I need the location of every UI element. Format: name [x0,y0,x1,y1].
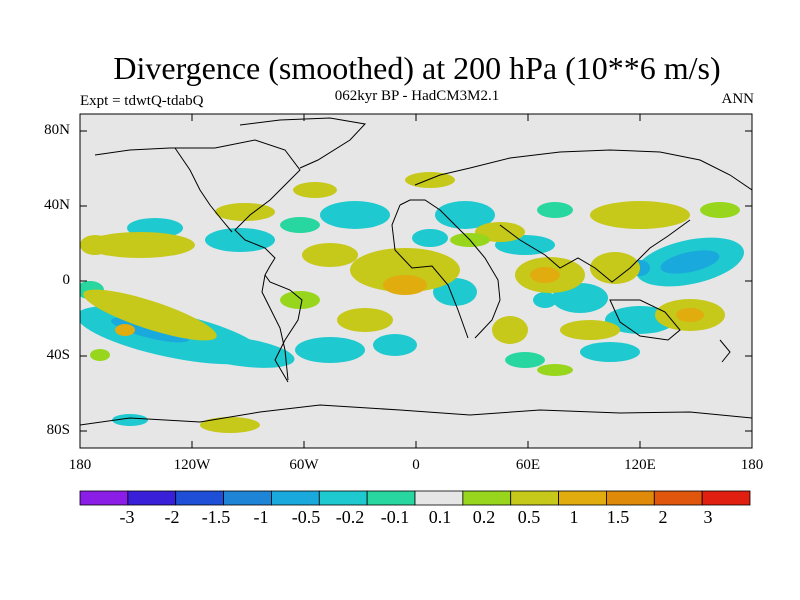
colorbar-box [223,490,272,506]
lon-label-180w: 180 [68,457,92,473]
lon-label-60w: 60W [289,457,319,473]
colorbar-label: -1 [253,507,269,527]
colorbar-box [653,490,703,506]
colorbar-label: -0.1 [380,507,410,527]
colorbar-box [79,490,129,506]
colorbar-box [462,490,512,506]
experiment-label: Expt = tdwtQ-tdabQ [80,93,204,109]
lat-label-0: 0 [62,272,71,288]
colorbar-label: -0.2 [335,507,365,527]
colorbar [79,490,751,506]
lon-label-120e: 120E [624,457,656,473]
colorbar-box [271,490,320,506]
colorbar-label: -0.5 [291,507,321,527]
colorbar-box [414,490,464,506]
colorbar-label: 0.5 [517,507,541,527]
colorbar-label: 3 [703,507,713,527]
map-title: Divergence (smoothed) at 200 hPa (10**6 … [113,50,721,86]
colorbar-box [510,490,559,506]
colorbar-label: -2 [164,507,180,527]
period-label: ANN [721,91,755,107]
colorbar-label: 2 [658,507,668,527]
colorbar-box [558,490,607,506]
lat-label-80s: 80S [46,422,70,438]
lon-label-0: 0 [412,457,420,473]
colorbar-box [366,490,416,506]
colorbar-label: 0.1 [428,507,452,527]
colorbar-box [701,490,751,506]
colorbar-box [318,490,368,506]
lat-label-40s: 40S [46,347,70,363]
colorbar-box [606,490,655,506]
colorbar-box [127,490,177,506]
lat-label-40n: 40N [44,197,70,213]
colorbar-label: -1.5 [201,507,231,527]
latitude-tick-marks [80,130,752,432]
coastlines [80,117,752,426]
map-subtitle: 062kyr BP - HadCM3M2.1 [334,88,500,104]
lon-label-180e: 180 [740,457,764,473]
colorbar-label: 0.2 [472,507,496,527]
colorbar-box [175,490,224,506]
colorbar-label: 1 [569,507,579,527]
longitude-tick-marks [191,114,641,448]
divergence-field [80,117,752,433]
lat-label-80n: 80N [44,122,70,138]
lon-label-60e: 60E [515,457,541,473]
strong-negative-regions [111,250,720,343]
colorbar-label: -3 [119,507,135,527]
strong-positive-regions [115,267,704,336]
colorbar-label: 1.5 [606,507,630,527]
lon-label-120w: 120W [173,457,211,473]
